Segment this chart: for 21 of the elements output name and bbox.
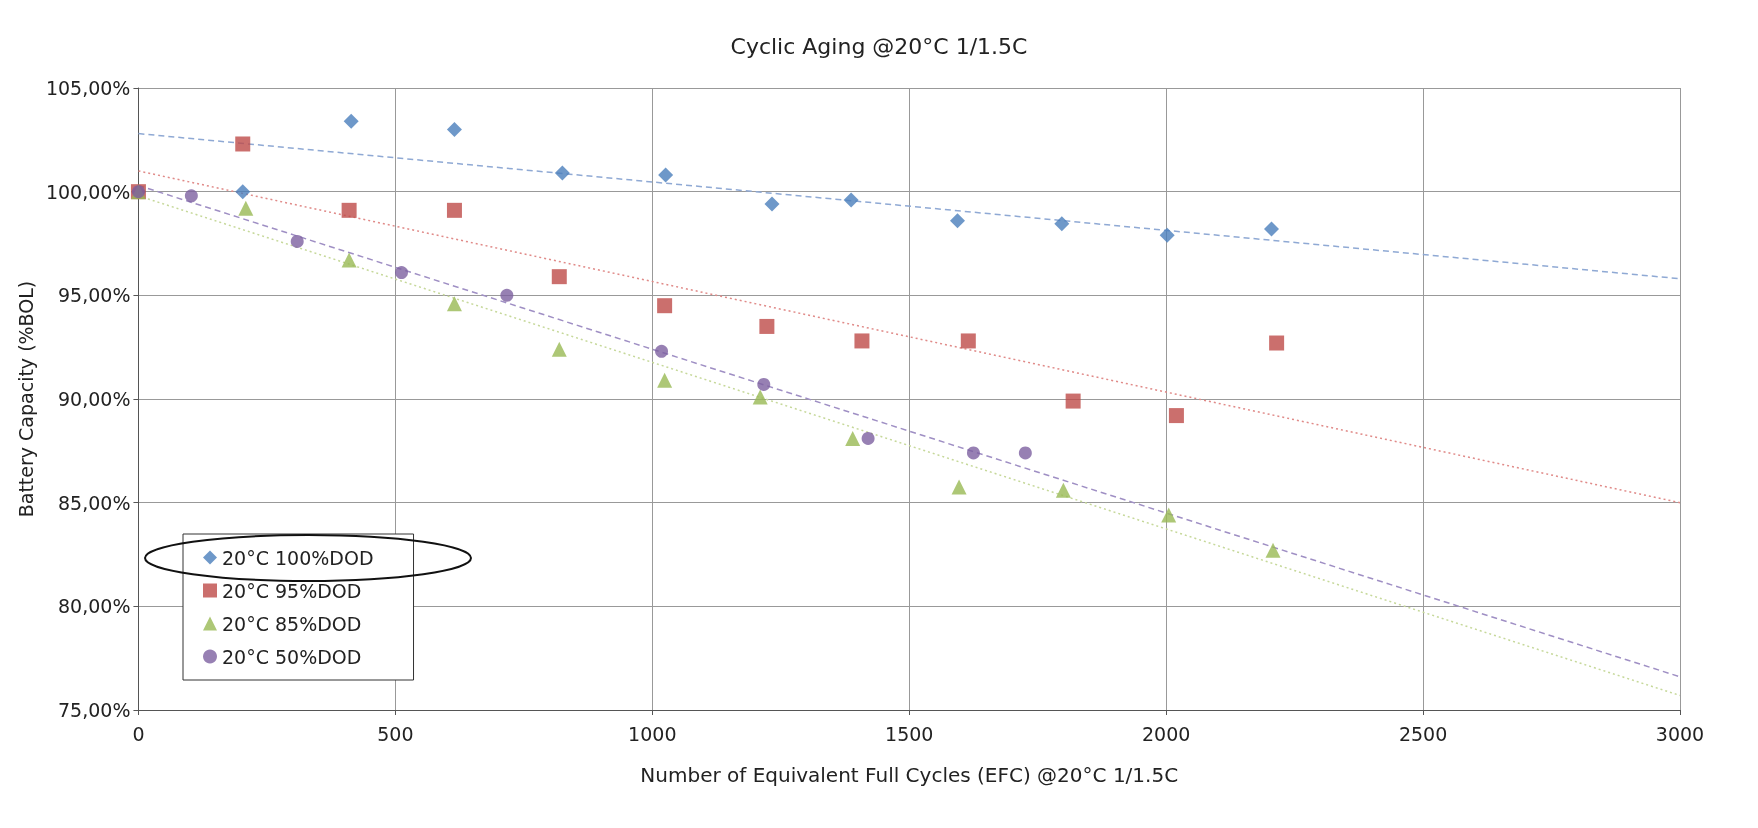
legend-label: 20°C 50%DOD xyxy=(222,645,362,668)
y-tick-label: 105,00% xyxy=(45,77,131,99)
x-tick-label: 1000 xyxy=(628,722,677,745)
x-tick-label: 0 xyxy=(132,722,145,745)
legend-label: 20°C 85%DOD xyxy=(222,612,362,635)
y-tick-label: 100,00% xyxy=(45,180,131,203)
y-tick-label: 80,00% xyxy=(57,595,131,618)
x-tick-label: 2500 xyxy=(1398,722,1448,745)
legend-label: 20°C 100%DOD xyxy=(222,546,374,569)
y-axis-title: Battery Capacity (%BOL) xyxy=(14,280,37,518)
chart-title: Cyclic Aging @20°C 1/1.5C xyxy=(730,33,1028,59)
x-tick-label: 2000 xyxy=(1141,722,1191,745)
x-axis-title: Number of Equivalent Full Cycles (EFC) @20°C 1/1.5C xyxy=(640,763,1179,787)
x-tick-label: 1500 xyxy=(885,722,934,745)
legend-label: 20°C 95%DOD xyxy=(222,579,362,602)
x-tick-label: 3000 xyxy=(1655,722,1705,745)
y-tick-label: 75,00% xyxy=(57,699,131,721)
y-tick-label: 90,00% xyxy=(57,388,131,410)
x-tick-label: 500 xyxy=(377,722,414,745)
y-tick-label: 95,00% xyxy=(57,284,131,307)
y-tick-label: 85,00% xyxy=(57,491,131,514)
